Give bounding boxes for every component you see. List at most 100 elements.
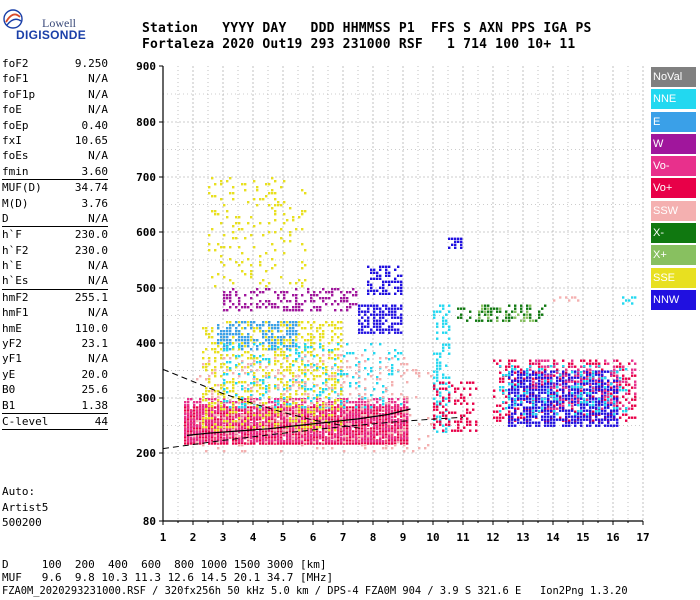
echo-point [286,396,289,399]
echo-point [301,360,304,363]
echo-point [286,440,289,443]
echo-point [223,400,226,403]
legend-item: E [651,111,696,132]
echo-point [577,401,580,404]
echo-point [367,325,370,328]
echo-point [244,183,247,186]
echo-point [289,409,292,412]
echo-point [505,395,508,398]
echo-point [220,255,223,258]
echo-point [187,437,190,440]
echo-point [334,421,337,424]
echo-point [340,405,343,408]
echo-point [373,352,376,355]
echo-point [205,414,208,417]
echo-point [481,310,484,313]
echo-point [349,385,352,388]
echo-point [328,416,331,419]
echo-point [325,415,328,418]
echo-point [364,349,367,352]
echo-point [322,367,325,370]
echo-point [211,330,214,333]
echo-point [241,333,244,336]
echo-point [562,370,565,373]
echo-point [514,365,517,368]
echo-point [274,354,277,357]
echo-point [460,313,463,316]
echo-point [610,418,613,421]
echo-point [250,348,253,351]
echo-point [379,316,382,319]
param-row: fxI 10.65 [2,133,108,148]
echo-point [295,442,298,445]
echo-point [523,397,526,400]
echo-point [613,359,616,362]
echo-point [256,339,259,342]
echo-point [439,381,442,384]
echo-point [316,354,319,357]
echo-point [265,430,268,433]
echo-point [619,365,622,368]
echo-point [469,387,472,390]
echo-point [439,367,442,370]
echo-point [514,379,517,382]
echo-point [316,406,319,409]
echo-point [304,441,307,444]
echo-point [253,327,256,330]
echo-point [187,401,190,404]
echo-point [262,342,265,345]
echo-point [202,327,205,330]
param-row: M(D) 3.76 [2,196,108,211]
echo-point [325,369,328,372]
echo-point [604,406,607,409]
echo-point [235,426,238,429]
echo-point [367,440,370,443]
echo-point [235,294,238,297]
echo-point [199,407,202,410]
echo-point [241,444,244,447]
echo-point [340,442,343,445]
echo-point [448,385,451,388]
echo-point [379,427,382,430]
echo-point [283,222,286,225]
echo-point [448,337,451,340]
echo-point [259,423,262,426]
echo-point [544,391,547,394]
echo-point [448,246,451,249]
param-label: B0 [2,383,16,397]
echo-point [475,420,478,423]
param-row: C-level 44 [2,412,108,429]
echo-point [217,429,220,432]
echo-point [358,328,361,331]
echo-point [277,408,280,411]
echo-point [439,364,442,367]
echo-point [340,400,343,403]
echo-point [403,431,406,434]
echo-point [325,303,328,306]
echo-point [463,396,466,399]
echo-point [232,231,235,234]
echo-point [499,419,502,422]
echo-point [229,436,232,439]
echo-point [574,421,577,424]
echo-point [214,429,217,432]
echo-point [586,398,589,401]
echo-point [445,382,448,385]
echo-point [364,393,367,396]
echo-point [379,268,382,271]
echo-point [205,408,208,411]
echo-point [331,336,334,339]
echo-point [238,216,241,219]
echo-point [376,431,379,434]
echo-point [256,327,259,330]
echo-point [322,434,325,437]
echo-point [340,415,343,418]
echo-point [346,373,349,376]
echo-point [469,316,472,319]
echo-point [400,283,403,286]
echo-point [232,336,235,339]
echo-point [226,424,229,427]
echo-point [511,316,514,319]
echo-point [301,406,304,409]
echo-point [358,436,361,439]
